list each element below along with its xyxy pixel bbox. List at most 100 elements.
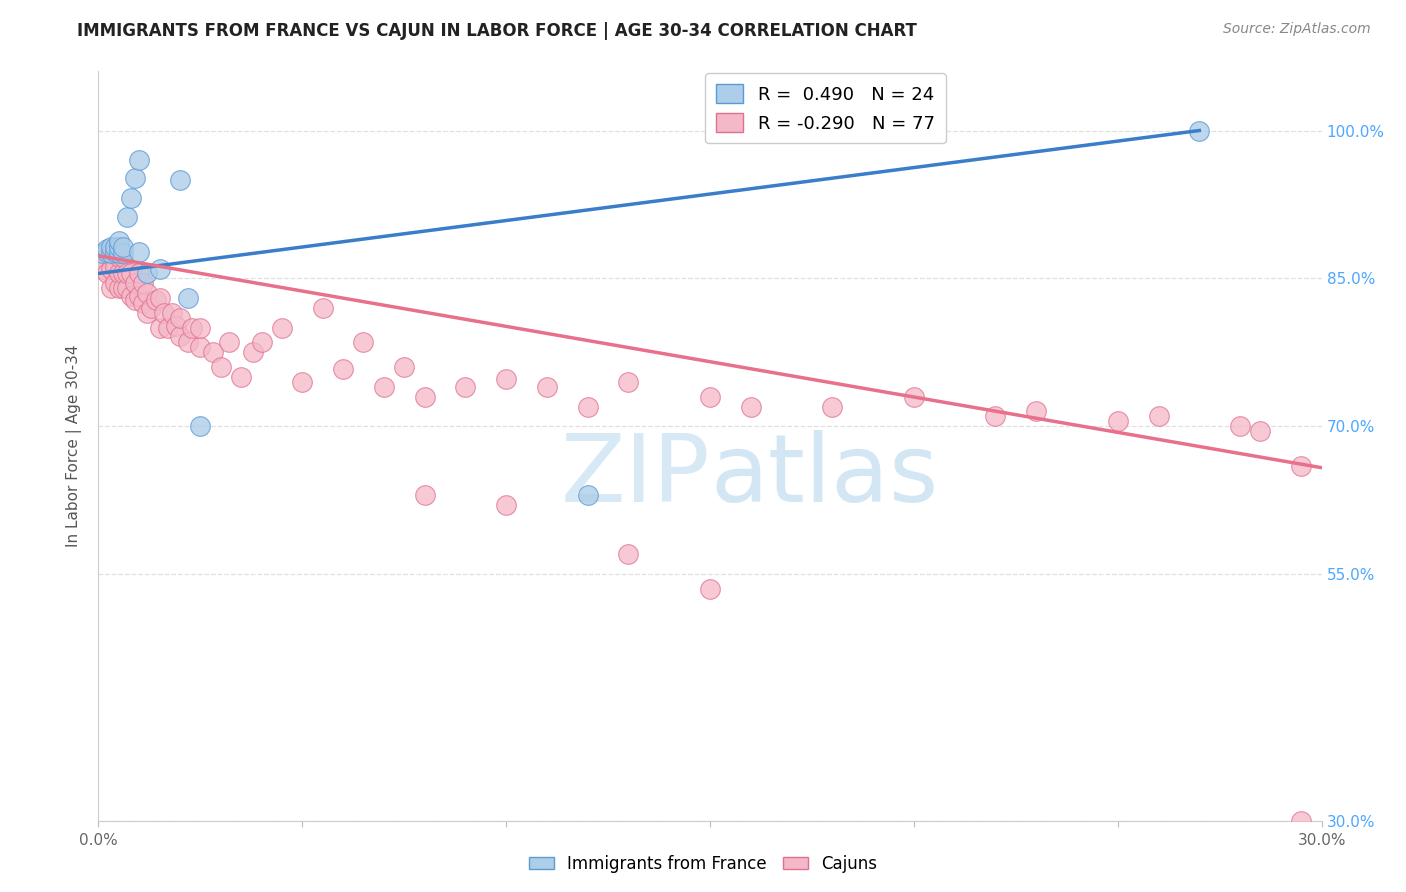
Point — [145, 293, 167, 307]
Point — [291, 375, 314, 389]
Point — [352, 335, 374, 350]
Point — [1249, 424, 1271, 438]
Point — [181, 320, 204, 334]
Point — [108, 267, 131, 281]
Point — [124, 277, 146, 291]
Point — [903, 390, 925, 404]
Text: atlas: atlas — [710, 430, 938, 522]
Point — [821, 400, 844, 414]
Point — [332, 362, 354, 376]
Point — [100, 245, 122, 260]
Point — [373, 380, 395, 394]
Point — [108, 240, 131, 254]
Point — [108, 250, 131, 264]
Point — [188, 320, 212, 334]
Point — [188, 419, 212, 434]
Point — [392, 360, 416, 375]
Point — [111, 281, 134, 295]
Point — [149, 291, 172, 305]
Point — [128, 153, 150, 167]
Point — [104, 260, 127, 274]
Point — [740, 400, 762, 414]
Point — [160, 306, 183, 320]
Point — [1291, 458, 1313, 473]
Point — [149, 320, 172, 334]
Point — [111, 267, 134, 281]
Point — [1025, 404, 1047, 418]
Y-axis label: In Labor Force | Age 30-34: In Labor Force | Age 30-34 — [66, 344, 83, 548]
Point — [617, 375, 640, 389]
Point — [984, 409, 1007, 424]
Point — [169, 328, 191, 343]
Point — [136, 267, 159, 281]
Point — [152, 306, 174, 320]
Point — [1291, 814, 1313, 828]
Text: Source: ZipAtlas.com: Source: ZipAtlas.com — [1223, 22, 1371, 37]
Point — [108, 245, 131, 260]
Point — [124, 170, 146, 185]
Point — [413, 488, 436, 502]
Point — [104, 240, 127, 254]
Point — [136, 306, 159, 320]
Point — [699, 390, 721, 404]
Point — [495, 498, 517, 512]
Point — [169, 310, 191, 325]
Point — [96, 245, 118, 260]
Legend: R =  0.490   N = 24, R = -0.290   N = 77: R = 0.490 N = 24, R = -0.290 N = 77 — [706, 73, 946, 144]
Point — [104, 277, 127, 291]
Point — [132, 277, 155, 291]
Point — [201, 345, 224, 359]
Point — [188, 340, 212, 354]
Point — [115, 211, 138, 225]
Point — [96, 244, 118, 259]
Point — [111, 245, 134, 260]
Point — [108, 281, 131, 295]
Point — [1188, 123, 1211, 137]
Point — [100, 240, 122, 254]
Point — [91, 250, 114, 264]
Point — [250, 335, 273, 350]
Point — [270, 320, 294, 334]
Point — [128, 244, 150, 259]
Point — [128, 267, 150, 281]
Point — [1107, 414, 1129, 428]
Point — [169, 173, 191, 187]
Point — [136, 286, 159, 301]
Point — [165, 318, 187, 333]
Point — [209, 360, 232, 375]
Point — [576, 488, 599, 502]
Point — [576, 400, 599, 414]
Point — [231, 370, 253, 384]
Point — [454, 380, 477, 394]
Point — [91, 245, 114, 260]
Point — [218, 335, 240, 350]
Point — [1147, 409, 1170, 424]
Legend: Immigrants from France, Cajuns: Immigrants from France, Cajuns — [522, 848, 884, 880]
Point — [100, 261, 122, 276]
Point — [699, 582, 721, 596]
Point — [120, 289, 142, 303]
Point — [177, 335, 200, 350]
Point — [128, 289, 150, 303]
Point — [617, 548, 640, 562]
Point — [120, 267, 142, 281]
Point — [132, 296, 155, 310]
Point — [242, 345, 264, 359]
Point — [111, 240, 134, 254]
Point — [100, 245, 122, 260]
Point — [536, 380, 558, 394]
Point — [120, 190, 142, 204]
Point — [91, 261, 114, 276]
Point — [108, 234, 131, 248]
Point — [96, 267, 118, 281]
Point — [495, 372, 517, 386]
Point — [413, 390, 436, 404]
Text: ZIP: ZIP — [561, 430, 710, 522]
Point — [124, 293, 146, 307]
Point — [104, 245, 127, 260]
Text: IMMIGRANTS FROM FRANCE VS CAJUN IN LABOR FORCE | AGE 30-34 CORRELATION CHART: IMMIGRANTS FROM FRANCE VS CAJUN IN LABOR… — [77, 22, 917, 40]
Point — [115, 267, 138, 281]
Point — [100, 281, 122, 295]
Point — [1229, 419, 1251, 434]
Point — [312, 301, 335, 315]
